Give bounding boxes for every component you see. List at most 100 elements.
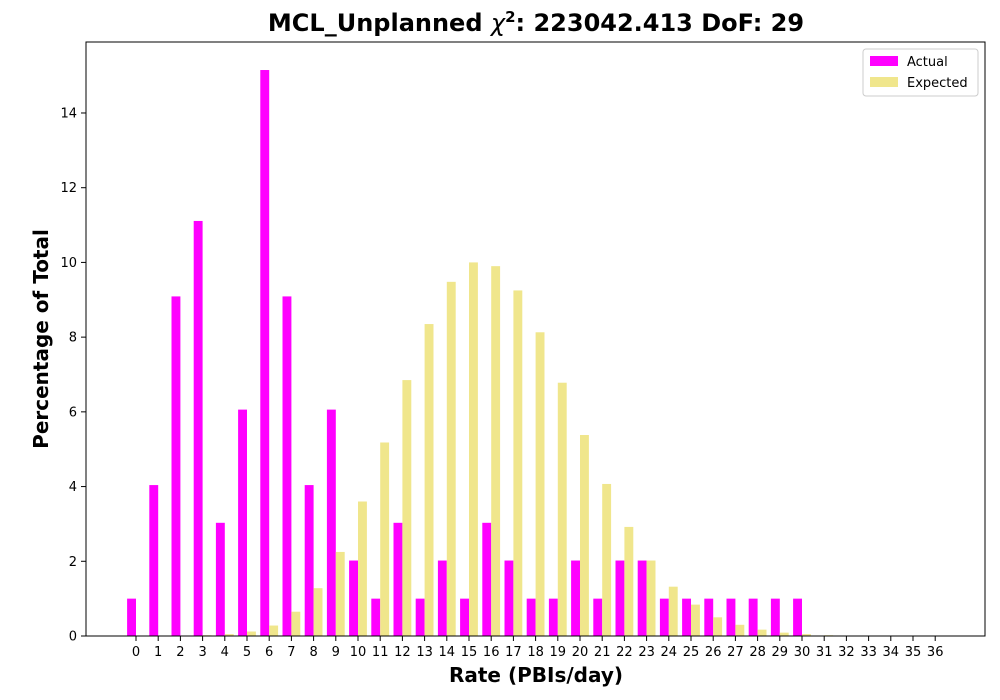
bar-expected-16 bbox=[491, 266, 501, 636]
y-tick-label-0: 0 bbox=[69, 630, 77, 645]
bar-actual-29 bbox=[770, 598, 780, 636]
bar-actual-12 bbox=[393, 522, 403, 636]
bar-actual-9 bbox=[326, 409, 336, 636]
x-tick-label-30: 30 bbox=[794, 645, 811, 660]
bar-actual-14 bbox=[437, 560, 447, 636]
x-tick-label-17: 17 bbox=[505, 645, 522, 660]
x-tick-label-11: 11 bbox=[372, 645, 389, 660]
bar-actual-7 bbox=[282, 296, 292, 636]
x-tick-label-13: 13 bbox=[416, 645, 433, 660]
y-tick-label-2: 2 bbox=[69, 555, 77, 570]
bar-expected-14 bbox=[446, 281, 456, 636]
bar-expected-13 bbox=[424, 324, 434, 636]
bar-actual-21 bbox=[593, 598, 603, 636]
bar-expected-29 bbox=[779, 632, 789, 636]
x-tick-label-10: 10 bbox=[350, 645, 367, 660]
bar-actual-11 bbox=[371, 598, 381, 636]
x-tick-label-21: 21 bbox=[594, 645, 611, 660]
bar-expected-8 bbox=[313, 588, 323, 636]
bar-expected-5 bbox=[247, 631, 256, 636]
legend-label-expected: Expected bbox=[907, 76, 968, 91]
y-tick-label-4: 4 bbox=[69, 480, 77, 495]
bar-expected-15 bbox=[469, 262, 478, 636]
x-tick-label-6: 6 bbox=[265, 645, 273, 660]
bar-expected-21 bbox=[602, 483, 612, 636]
bar-actual-16 bbox=[482, 522, 492, 636]
plot-area: 0 1 2 3 4 5 6 7 8 9 10 11 12 13 14 15 16 17 18 19 20 21 22 23 24… bbox=[60, 70, 943, 660]
bar-actual-2 bbox=[171, 296, 181, 636]
bar-actual-20 bbox=[571, 560, 580, 636]
y-tick-label-6: 6 bbox=[69, 405, 77, 420]
bar-actual-23 bbox=[637, 560, 647, 636]
bar-expected-12 bbox=[402, 380, 412, 636]
x-tick-label-29: 29 bbox=[772, 645, 789, 660]
x-tick-label-18: 18 bbox=[527, 645, 544, 660]
bar-actual-10 bbox=[349, 560, 358, 636]
legend-label-actual: Actual bbox=[907, 55, 948, 70]
bar-expected-22 bbox=[624, 526, 634, 636]
x-tick-label-22: 22 bbox=[616, 645, 633, 660]
bar-actual-19 bbox=[548, 598, 558, 636]
x-tick-label-20: 20 bbox=[572, 645, 589, 660]
axes-frame bbox=[85, 41, 986, 637]
bar-expected-11 bbox=[380, 442, 390, 636]
x-tick-label-2: 2 bbox=[176, 645, 184, 660]
bar-actual-3 bbox=[193, 220, 203, 636]
legend-swatch-expected bbox=[870, 77, 898, 87]
bar-expected-28 bbox=[757, 629, 767, 636]
bar-actual-17 bbox=[504, 560, 514, 636]
x-tick-label-28: 28 bbox=[749, 645, 766, 660]
y-axis-label: Percentage of Total bbox=[29, 229, 53, 449]
x-tick-label-36: 36 bbox=[927, 645, 944, 660]
bar-actual-18 bbox=[526, 598, 536, 636]
bar-expected-26 bbox=[713, 617, 723, 636]
x-tick-label-4: 4 bbox=[221, 645, 229, 660]
y-tick-label-12: 12 bbox=[60, 181, 77, 196]
x-tick-label-33: 33 bbox=[860, 645, 877, 660]
x-tick-label-9: 9 bbox=[332, 645, 340, 660]
bar-actual-8 bbox=[304, 485, 314, 636]
chart-title: MCL_Unplanned χ2: 223042.413 DoF: 29 bbox=[268, 8, 804, 37]
bar-actual-28 bbox=[748, 598, 758, 636]
x-tick-label-14: 14 bbox=[439, 645, 456, 660]
bar-expected-6 bbox=[269, 625, 279, 636]
x-tick-label-34: 34 bbox=[883, 645, 900, 660]
x-tick-label-19: 19 bbox=[550, 645, 567, 660]
legend: Actual Expected bbox=[862, 48, 979, 97]
bar-expected-30 bbox=[802, 634, 811, 636]
bar-expected-10 bbox=[358, 501, 367, 636]
x-tick-label-3: 3 bbox=[198, 645, 206, 660]
y-tick-label-10: 10 bbox=[60, 256, 77, 271]
y-tick-label-14: 14 bbox=[60, 106, 77, 121]
bar-expected-24 bbox=[668, 586, 678, 636]
bar-actual-26 bbox=[704, 598, 714, 636]
bar-actual-27 bbox=[726, 598, 736, 636]
bar-expected-9 bbox=[335, 551, 345, 636]
bar-expected-20 bbox=[580, 435, 589, 636]
x-tick-label-25: 25 bbox=[683, 645, 700, 660]
y-tick-label-8: 8 bbox=[69, 331, 77, 346]
x-tick-label-23: 23 bbox=[638, 645, 655, 660]
x-tick-label-24: 24 bbox=[661, 645, 678, 660]
x-tick-label-31: 31 bbox=[816, 645, 833, 660]
bar-expected-4 bbox=[224, 634, 234, 636]
bar-expected-19 bbox=[557, 382, 567, 636]
x-tick-label-7: 7 bbox=[287, 645, 295, 660]
x-tick-label-27: 27 bbox=[727, 645, 744, 660]
bar-actual-1 bbox=[149, 485, 159, 636]
bar-expected-18 bbox=[535, 332, 545, 636]
x-tick-label-16: 16 bbox=[483, 645, 500, 660]
x-tick-label-8: 8 bbox=[309, 645, 317, 660]
x-tick-label-1: 1 bbox=[154, 645, 162, 660]
bar-expected-17 bbox=[513, 290, 523, 636]
x-tick-label-35: 35 bbox=[905, 645, 922, 660]
bar-expected-7 bbox=[291, 611, 301, 636]
bar-actual-6 bbox=[260, 70, 270, 637]
x-tick-label-32: 32 bbox=[838, 645, 855, 660]
x-tick-label-26: 26 bbox=[705, 645, 722, 660]
x-tick-label-0: 0 bbox=[132, 645, 140, 660]
x-tick-label-12: 12 bbox=[394, 645, 411, 660]
bar-actual-0 bbox=[127, 598, 136, 636]
bar-actual-4 bbox=[215, 522, 225, 636]
